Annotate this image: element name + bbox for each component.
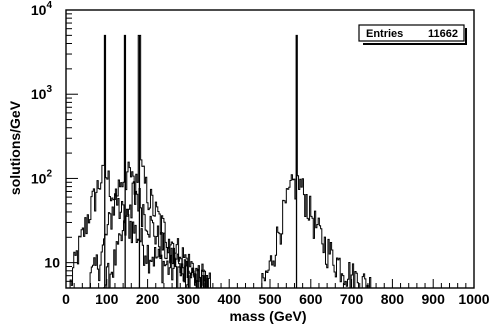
x-axis-title: mass (GeV) [229, 308, 306, 324]
x-tick-label: 1000 [458, 291, 489, 307]
x-tick-label: 800 [381, 291, 405, 307]
x-tick-label: 100 [95, 291, 119, 307]
x-tick-label: 400 [218, 291, 242, 307]
plot-frame [65, 9, 475, 289]
stats-entries-label: Entries [366, 28, 403, 40]
x-tick-label: 200 [136, 291, 160, 307]
histogram-series-3 [102, 34, 213, 289]
stats-box: Entries 11662 [358, 24, 467, 45]
y-tick-label: 10 [44, 255, 60, 271]
y-axis-title: solutions/GeV [7, 100, 23, 195]
y-tick-label: 104 [31, 0, 53, 18]
stats-entries-value: 11662 [428, 28, 458, 40]
x-tick-label: 500 [258, 291, 282, 307]
x-tick-label: 700 [340, 291, 364, 307]
y-tick-label: 102 [31, 168, 53, 186]
x-tick-label: 600 [299, 291, 323, 307]
histogram-series-4 [261, 34, 377, 289]
x-tick-label: 300 [177, 291, 201, 307]
x-tick-label: 900 [422, 291, 446, 307]
x-tick-label: 0 [62, 291, 70, 307]
stats-box-frame [358, 24, 465, 42]
y-tick-label: 103 [31, 84, 53, 102]
